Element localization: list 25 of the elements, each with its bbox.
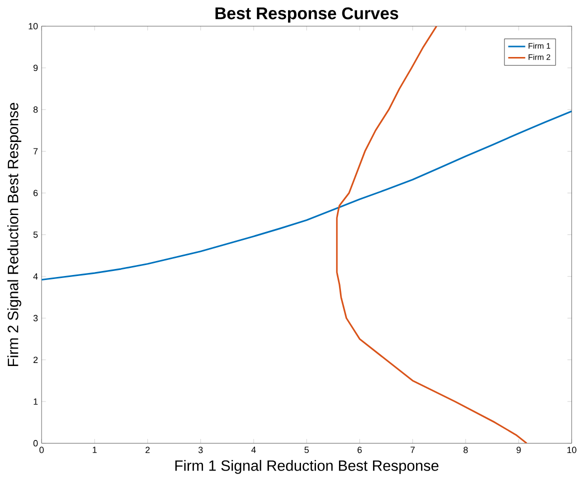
x-tick-label: 4	[251, 446, 256, 453]
x-tick-label: 10	[567, 446, 576, 454]
chart-title: Best Response Curves	[216, 7, 398, 23]
y-tick-label: 2	[34, 356, 38, 363]
x-axis-title: Firm 1 Signal Reduction Best Response	[175, 460, 438, 474]
x-tick-label: 8	[464, 446, 468, 454]
y-tick-label: 1	[34, 398, 38, 405]
x-tick-label: 3	[198, 446, 203, 454]
y-tick-label: 5	[33, 231, 38, 238]
y-tick-label: 0	[33, 440, 38, 446]
y-tick-label: 9	[34, 64, 38, 71]
x-tick-label: 7	[410, 446, 415, 453]
x-tick-label: 2	[146, 446, 150, 453]
x-tick-label: 6	[358, 446, 362, 454]
y-tick-label: 7	[34, 148, 38, 154]
x-tick-label: 9	[516, 446, 521, 454]
x-tick-label: 0	[39, 446, 44, 454]
x-tick-label: 1	[92, 446, 97, 453]
y-tick-label: 4	[33, 273, 38, 280]
y-tick-label: 3	[33, 314, 38, 322]
x-tick-label: 5	[304, 446, 309, 453]
y-tick-label: 6	[34, 190, 38, 196]
y-axis-title: Firm 2 Signal Reduction Best Response	[7, 102, 22, 366]
y-tick-label: 8	[33, 106, 38, 113]
y-tick-label: 10	[28, 22, 38, 30]
